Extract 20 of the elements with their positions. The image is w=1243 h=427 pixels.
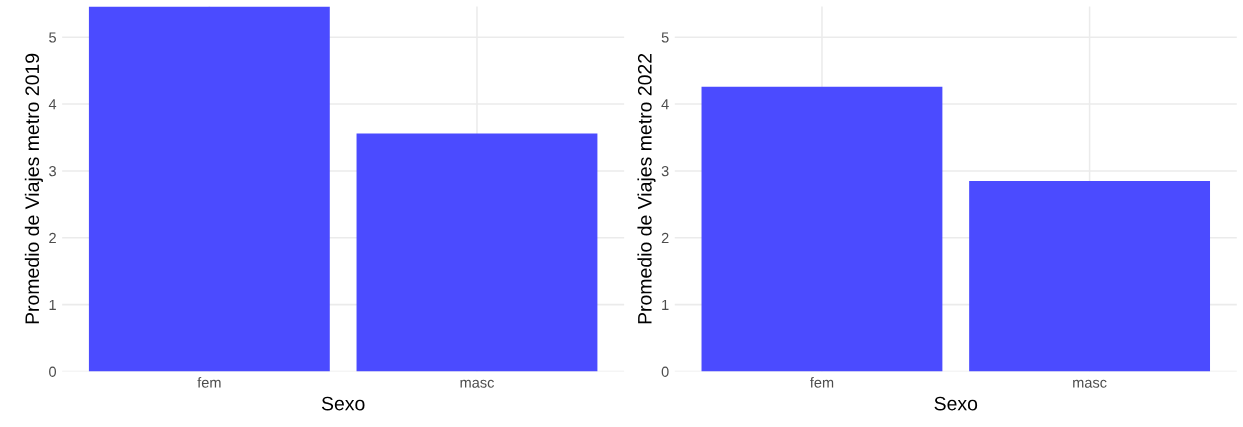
x-axis-title: Sexo	[321, 396, 365, 411]
y-tick-label: 5	[49, 32, 56, 43]
x-tick-label: fem	[197, 377, 221, 388]
y-tick-label: 3	[661, 165, 669, 177]
y-tick-label: 3	[49, 165, 56, 177]
y-tick-label: 0	[661, 366, 669, 377]
x-tick-label: masc	[1073, 379, 1107, 388]
y-tick-label: 1	[49, 299, 56, 310]
y-tick-label: 2	[49, 232, 56, 244]
y-tick-label: 5	[661, 32, 669, 43]
x-tick-label: masc	[460, 379, 495, 388]
y-tick-label: 1	[662, 299, 669, 310]
y-tick-label: 4	[661, 99, 669, 110]
x-axis-title: Sexo	[934, 396, 978, 411]
y-axis-title: Promedio de Viajes metro 2019	[24, 53, 43, 324]
y-tick-label: 2	[661, 232, 669, 244]
y-tick-label: 0	[49, 366, 57, 377]
x-tick-label: fem	[810, 377, 834, 388]
y-axis-title: Promedio de Viajes metro 2022	[637, 53, 656, 324]
y-tick-label: 4	[48, 99, 57, 110]
